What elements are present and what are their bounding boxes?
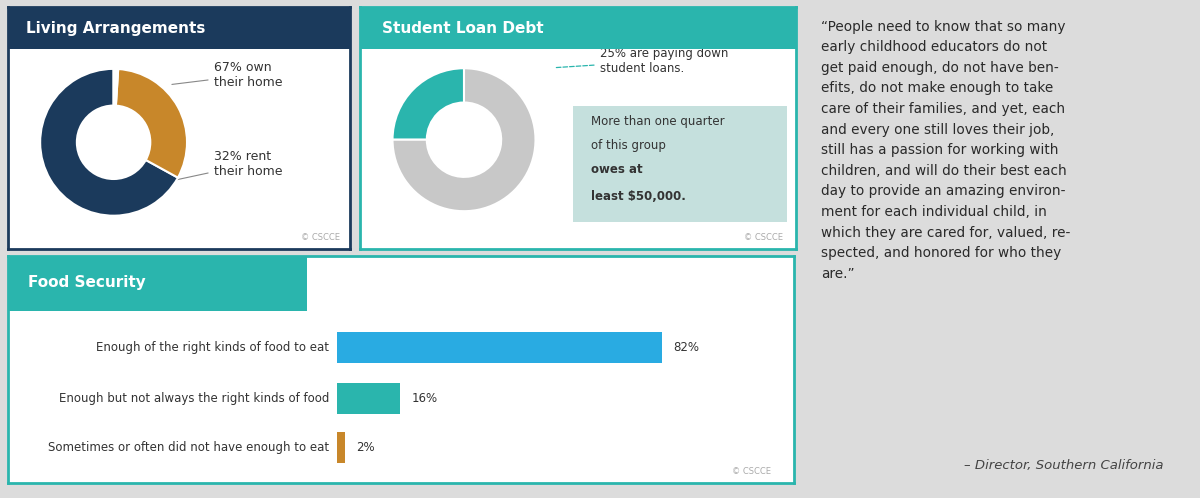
Text: More than one quarter: More than one quarter (590, 115, 725, 128)
Text: Enough but not always the right kinds of food: Enough but not always the right kinds of… (59, 392, 329, 405)
Text: © CSCCE: © CSCCE (301, 233, 340, 242)
Text: 25% are paying down
student loans.: 25% are paying down student loans. (554, 47, 728, 75)
Text: “People need to know that so many
early childhood educators do not
get paid enou: “People need to know that so many early … (821, 19, 1070, 281)
Wedge shape (114, 69, 118, 106)
Text: Sometimes or often did not have enough to eat: Sometimes or often did not have enough t… (48, 441, 329, 454)
Text: © CSCCE: © CSCCE (732, 467, 770, 476)
Text: 32% rent
their home: 32% rent their home (172, 150, 282, 181)
Wedge shape (116, 69, 187, 178)
Text: Living Arrangements: Living Arrangements (25, 20, 205, 35)
Text: 2%: 2% (356, 441, 374, 454)
Text: Student Loan Debt: Student Loan Debt (382, 20, 544, 35)
Wedge shape (392, 68, 464, 140)
Text: 16%: 16% (412, 392, 438, 405)
Text: Enough of the right kinds of food to eat: Enough of the right kinds of food to eat (96, 341, 329, 354)
Text: 82%: 82% (673, 341, 698, 354)
Bar (337, 332, 661, 363)
Text: © CSCCE: © CSCCE (744, 233, 782, 242)
Text: 67% own
their home: 67% own their home (172, 61, 282, 89)
Text: owes at: owes at (590, 163, 642, 176)
Bar (337, 383, 400, 414)
Bar (337, 432, 344, 463)
Text: least $50,000.: least $50,000. (590, 190, 685, 203)
Text: Food Security: Food Security (28, 275, 146, 290)
Wedge shape (40, 69, 178, 216)
Text: – Director, Southern California: – Director, Southern California (965, 459, 1164, 472)
Bar (360, 7, 796, 48)
Bar (8, 256, 307, 311)
Text: of this group: of this group (590, 139, 670, 152)
Bar (8, 7, 350, 48)
Wedge shape (392, 68, 535, 211)
FancyBboxPatch shape (574, 107, 787, 223)
